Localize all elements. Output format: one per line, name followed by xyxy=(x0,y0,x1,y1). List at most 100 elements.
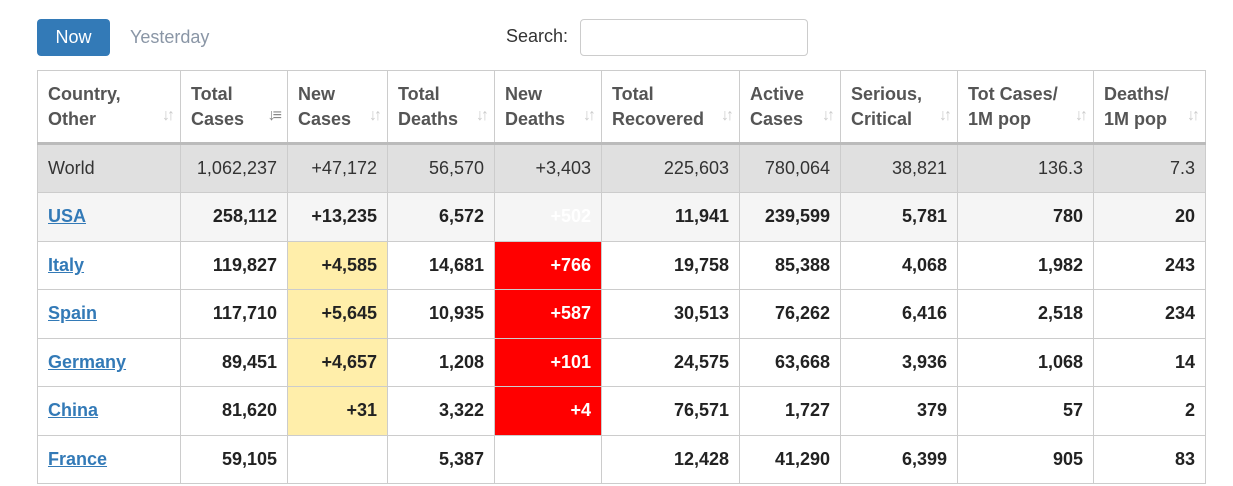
column-header[interactable]: Deaths/1M pop ↓↑ xyxy=(1093,70,1206,145)
value-cell: 20 xyxy=(1093,192,1206,242)
country-cell: Germany xyxy=(37,337,181,387)
value-cell: 3,322 xyxy=(387,386,495,436)
sort-arrows-icon[interactable]: ↓↑ xyxy=(1187,107,1200,124)
value-cell: 117,710 xyxy=(180,289,288,339)
sort-desc-icon[interactable]: ↓≡ xyxy=(267,107,282,124)
value-cell: 1,068 xyxy=(957,337,1094,387)
search-label: Search: xyxy=(506,26,569,46)
column-header[interactable]: Country, Other ↓↑ xyxy=(37,70,181,145)
header-line-1: New xyxy=(505,83,543,104)
value-cell: 11,941 xyxy=(601,192,740,242)
column-header[interactable]: Total Recovered ↓↑ xyxy=(601,70,740,145)
value-cell: 57 xyxy=(957,386,1094,436)
table-row: China 81,620 +31 3,322 +4 76,571 1,727 379 57 2 xyxy=(37,386,1206,436)
value-cell xyxy=(494,434,602,484)
value-cell: 41,290 xyxy=(739,434,841,484)
value-cell: 225,603 xyxy=(601,143,740,193)
value-cell: 81,620 xyxy=(180,386,288,436)
yesterday-button[interactable]: Yesterday xyxy=(130,27,210,47)
country-cell: Italy xyxy=(37,240,181,290)
column-header[interactable]: Total Deaths ↓↑ xyxy=(387,70,495,145)
value-cell: 780,064 xyxy=(739,143,841,193)
country-cell: France xyxy=(37,434,181,484)
column-header[interactable]: Serious, Critical ↓↑ xyxy=(840,70,958,145)
column-header[interactable]: Active Cases ↓↑ xyxy=(739,70,841,145)
value-cell: 85,388 xyxy=(739,240,841,290)
header-row: Country, Other ↓↑ Total Cases ↓≡ New Cases ↓↑ Tot… xyxy=(37,70,1206,145)
header-line-2: Critical xyxy=(851,108,913,129)
value-cell: 2,518 xyxy=(957,289,1094,339)
table-row: Spain 117,710 +5,645 10,935 +587 30,513 76,262… xyxy=(37,289,1206,339)
header-line-1: Total xyxy=(191,83,233,104)
value-cell: 76,262 xyxy=(739,289,841,339)
sort-arrows-icon[interactable]: ↓↑ xyxy=(939,107,952,124)
header-line-2: Other xyxy=(48,108,97,129)
value-cell: 1,208 xyxy=(387,337,495,387)
sort-arrows-icon[interactable]: ↓↑ xyxy=(583,107,596,124)
value-cell: 136.3 xyxy=(957,143,1094,193)
value-cell: 6,399 xyxy=(840,434,958,484)
value-cell: +587 xyxy=(494,289,602,339)
world-row: World 1,062,237 +47,172 56,570 +3,403 225,603… xyxy=(37,143,1206,193)
value-cell: 243 xyxy=(1093,240,1206,290)
sort-arrows-icon[interactable]: ↓↑ xyxy=(476,107,489,124)
value-cell: 24,575 xyxy=(601,337,740,387)
value-cell: +502 xyxy=(494,192,602,242)
sort-arrows-icon[interactable]: ↓↑ xyxy=(822,107,835,124)
header-line-1: Active xyxy=(750,83,805,104)
search-input[interactable] xyxy=(580,19,808,56)
header-line-2: Deaths xyxy=(398,108,459,129)
sort-arrows-icon[interactable]: ↓↑ xyxy=(369,107,382,124)
header-line-2: Cases xyxy=(298,108,352,129)
column-header[interactable]: New Cases ↓↑ xyxy=(287,70,388,145)
table-row: Italy 119,827 +4,585 14,681 +766 19,758 85,388… xyxy=(37,240,1206,290)
value-cell: 14,681 xyxy=(387,240,495,290)
value-cell: 63,668 xyxy=(739,337,841,387)
value-cell: 379 xyxy=(840,386,958,436)
sort-arrows-icon[interactable]: ↓↑ xyxy=(721,107,734,124)
header-line-2: Cases xyxy=(750,108,804,129)
value-cell: 119,827 xyxy=(180,240,288,290)
header-line-1: Tot Cases/ xyxy=(968,83,1058,104)
header-line-2: 1M pop xyxy=(968,108,1031,129)
header-line-1: Total xyxy=(612,83,654,104)
value-cell: +101 xyxy=(494,337,602,387)
value-cell: 59,105 xyxy=(180,434,288,484)
table-row: France 59,105 5,387 12,428 41,290 6,399 905 83 xyxy=(37,434,1206,484)
value-cell: +4,585 xyxy=(287,240,388,290)
column-header[interactable]: Total Cases ↓≡ xyxy=(180,70,288,145)
value-cell: +4,657 xyxy=(287,337,388,387)
value-cell: 5,387 xyxy=(387,434,495,484)
country-link[interactable]: China xyxy=(48,400,99,421)
covid-table: Country, Other ↓↑ Total Cases ↓≡ New Cases ↓↑ Tot… xyxy=(37,70,1206,484)
value-cell xyxy=(287,434,388,484)
value-cell: 30,513 xyxy=(601,289,740,339)
value-cell: 3,936 xyxy=(840,337,958,387)
country-link[interactable]: USA xyxy=(48,206,87,227)
value-cell: 780 xyxy=(957,192,1094,242)
header-line-1: Total xyxy=(398,83,440,104)
country-cell: Spain xyxy=(37,289,181,339)
country-link[interactable]: Germany xyxy=(48,351,127,372)
value-cell: 89,451 xyxy=(180,337,288,387)
sort-arrows-icon[interactable]: ↓↑ xyxy=(162,107,175,124)
value-cell: 83 xyxy=(1093,434,1206,484)
value-cell: +47,172 xyxy=(287,143,388,193)
value-cell: 10,935 xyxy=(387,289,495,339)
sort-arrows-icon[interactable]: ↓↑ xyxy=(1075,107,1088,124)
header-line-1: Serious, xyxy=(851,83,923,104)
header-line-2: 1M pop xyxy=(1104,108,1167,129)
value-cell: 6,572 xyxy=(387,192,495,242)
value-cell: 7.3 xyxy=(1093,143,1206,193)
value-cell: 1,982 xyxy=(957,240,1094,290)
value-cell: 234 xyxy=(1093,289,1206,339)
header-line-1: New xyxy=(298,83,336,104)
country-link[interactable]: France xyxy=(48,448,108,469)
country-link[interactable]: Italy xyxy=(48,254,85,275)
value-cell: 2 xyxy=(1093,386,1206,436)
now-button[interactable]: Now xyxy=(37,19,110,56)
header-line-1: Deaths/ xyxy=(1104,83,1170,104)
column-header[interactable]: New Deaths ↓↑ xyxy=(494,70,602,145)
column-header[interactable]: Tot Cases/1M pop ↓↑ xyxy=(957,70,1094,145)
country-link[interactable]: Spain xyxy=(48,303,98,324)
